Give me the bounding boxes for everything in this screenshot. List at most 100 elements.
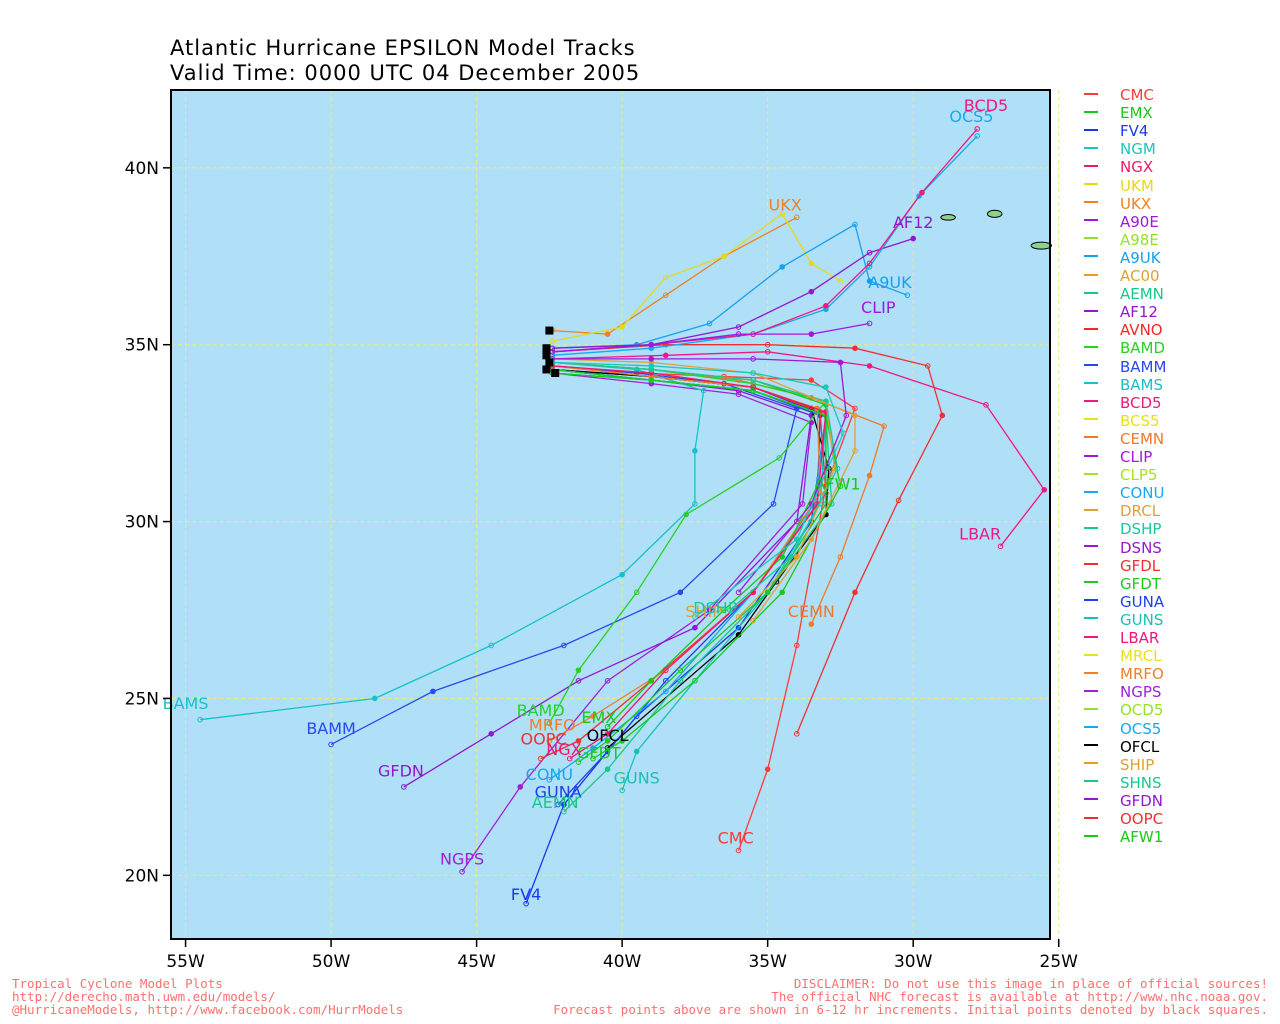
legend-label: EMX bbox=[1120, 104, 1153, 123]
track-point-ocs5 bbox=[866, 264, 873, 270]
map-frame bbox=[170, 89, 1051, 940]
legend-label: OCD5 bbox=[1120, 701, 1164, 720]
legend-item-a98e: A98E bbox=[1084, 231, 1159, 249]
track-point-bcd5 bbox=[974, 126, 981, 132]
ocean-area bbox=[171, 90, 1050, 939]
legend-swatch bbox=[1084, 364, 1098, 366]
track-point-oopc bbox=[537, 755, 544, 762]
legend-item-ngps: NGPS bbox=[1084, 683, 1161, 701]
track-point-drcl bbox=[852, 448, 858, 454]
legend-label: GFDT bbox=[1120, 574, 1161, 593]
track-point-ngps bbox=[604, 677, 611, 684]
legend-item-ngx: NGX bbox=[1084, 158, 1153, 176]
track-point-guns bbox=[633, 748, 640, 755]
track-label-afw1: AFW1 bbox=[814, 475, 860, 494]
legend-swatch bbox=[1084, 563, 1098, 566]
chart-title: Atlantic Hurricane EPSILON Model Tracks … bbox=[170, 36, 640, 86]
track-mrfo bbox=[549, 365, 821, 742]
legend-swatch bbox=[1084, 726, 1098, 728]
track-point-bamd bbox=[633, 589, 640, 596]
legend-swatch bbox=[1084, 327, 1098, 330]
legend-item-gfdl: GFDL bbox=[1084, 557, 1160, 575]
track-point-aemn bbox=[604, 766, 611, 773]
legend-swatch bbox=[1084, 472, 1098, 475]
legend-label: LBAR bbox=[1120, 629, 1160, 647]
track-point-ukx bbox=[663, 292, 669, 298]
legend-label: UKM bbox=[1120, 176, 1154, 195]
track-point-ngps bbox=[735, 391, 742, 398]
track-point-lbar bbox=[997, 543, 1004, 550]
track-label-guna: GUNA bbox=[535, 783, 582, 802]
track-point-ngx bbox=[566, 755, 573, 762]
title-line-2: Valid Time: 0000 UTC 04 December 2005 bbox=[170, 61, 641, 85]
legend-label: GFDN bbox=[1120, 791, 1164, 810]
track-point-cemn bbox=[808, 621, 815, 627]
track-point-bams bbox=[371, 695, 378, 702]
track-point-clip bbox=[735, 331, 742, 337]
legend-item-cemn: CEMN bbox=[1084, 430, 1164, 448]
legend-swatch bbox=[1084, 545, 1098, 547]
track-point-gfdl bbox=[793, 731, 800, 737]
track-ngps bbox=[461, 372, 812, 873]
legend-label: BAMD bbox=[1120, 339, 1166, 358]
track-label-bamd: BAMD bbox=[517, 701, 565, 720]
legend-label: OFCL bbox=[1120, 737, 1160, 756]
legend-swatch bbox=[1084, 382, 1098, 385]
track-point-oopc bbox=[575, 738, 582, 744]
legend-item-avno: AVNO bbox=[1084, 321, 1163, 339]
track-label-cemn: CEMN bbox=[788, 602, 835, 621]
legend-label: CLIP bbox=[1120, 448, 1153, 466]
legend-label: CONU bbox=[1120, 484, 1165, 503]
track-point-a9uk bbox=[904, 292, 911, 298]
legend-item-gfdn: GFDN bbox=[1084, 792, 1163, 810]
track-point-ukm bbox=[549, 338, 556, 344]
track-point-bamm bbox=[677, 589, 684, 596]
legend-swatch bbox=[1084, 345, 1098, 348]
track-label-ofcl: OFCL bbox=[587, 726, 629, 745]
track-point-a9uk bbox=[852, 221, 858, 228]
legend-swatch bbox=[1084, 146, 1098, 149]
track-label-ngps: NGPS bbox=[440, 850, 484, 869]
track-point-af12 bbox=[910, 235, 917, 242]
track-bams bbox=[200, 361, 705, 721]
track-label-ukx: UKX bbox=[769, 195, 802, 214]
track-point-a90e bbox=[750, 356, 756, 362]
lat-tick-label: 20N bbox=[125, 866, 159, 886]
legend-item-mrcl: MRCL bbox=[1084, 647, 1161, 665]
legend-item-lbar: LBAR bbox=[1084, 629, 1159, 647]
track-point-guna bbox=[663, 677, 669, 684]
legend-label: AC00 bbox=[1120, 267, 1160, 285]
legend-label: AF12 bbox=[1120, 303, 1158, 322]
track-point-gfdl bbox=[895, 497, 902, 504]
track-clip bbox=[552, 322, 870, 353]
track-point-cemn bbox=[837, 554, 844, 560]
track-bamm bbox=[330, 365, 798, 745]
track-label-conu: CONU bbox=[526, 765, 573, 784]
track-point-gfdn bbox=[401, 784, 407, 790]
track-point-gfdt bbox=[764, 589, 771, 596]
track-point-af12 bbox=[866, 249, 873, 256]
legend-item-conu: CONU bbox=[1084, 484, 1164, 502]
legend-item-ship: SHIP bbox=[1084, 756, 1154, 774]
track-label-gfdn: GFDN bbox=[378, 761, 424, 780]
track-point-bams bbox=[197, 716, 203, 723]
legend-item-ac00: AC00 bbox=[1084, 267, 1160, 285]
legend-item-a90e: A90E bbox=[1084, 213, 1159, 231]
lon-tick-label: 45W bbox=[457, 952, 496, 972]
track-cmc bbox=[552, 365, 856, 851]
track-label-ship: SHIP bbox=[685, 602, 722, 621]
footer-credit-3: @HurricaneModels, http://www.facebook.co… bbox=[12, 1002, 404, 1017]
legend-item-ocd5: OCD5 bbox=[1084, 701, 1163, 719]
track-point-ocs5 bbox=[974, 133, 981, 139]
track-point-af12 bbox=[808, 288, 815, 295]
legend-swatch bbox=[1084, 508, 1098, 511]
legend-swatch bbox=[1084, 653, 1098, 656]
track-point-afw1 bbox=[779, 589, 786, 596]
legend-label: BAMM bbox=[1120, 357, 1167, 376]
track-label-a9uk: A9UK bbox=[868, 273, 912, 292]
track-labels: CMC FV4 NGPS GFDN BAMM BAMS LBAR UKX A9UK AF12 OCS… bbox=[163, 96, 1009, 904]
track-point-bamm bbox=[561, 642, 567, 649]
track-point-cemn bbox=[735, 377, 742, 383]
legend-label: AVNO bbox=[1120, 321, 1163, 340]
track-point-ukm bbox=[721, 253, 727, 260]
